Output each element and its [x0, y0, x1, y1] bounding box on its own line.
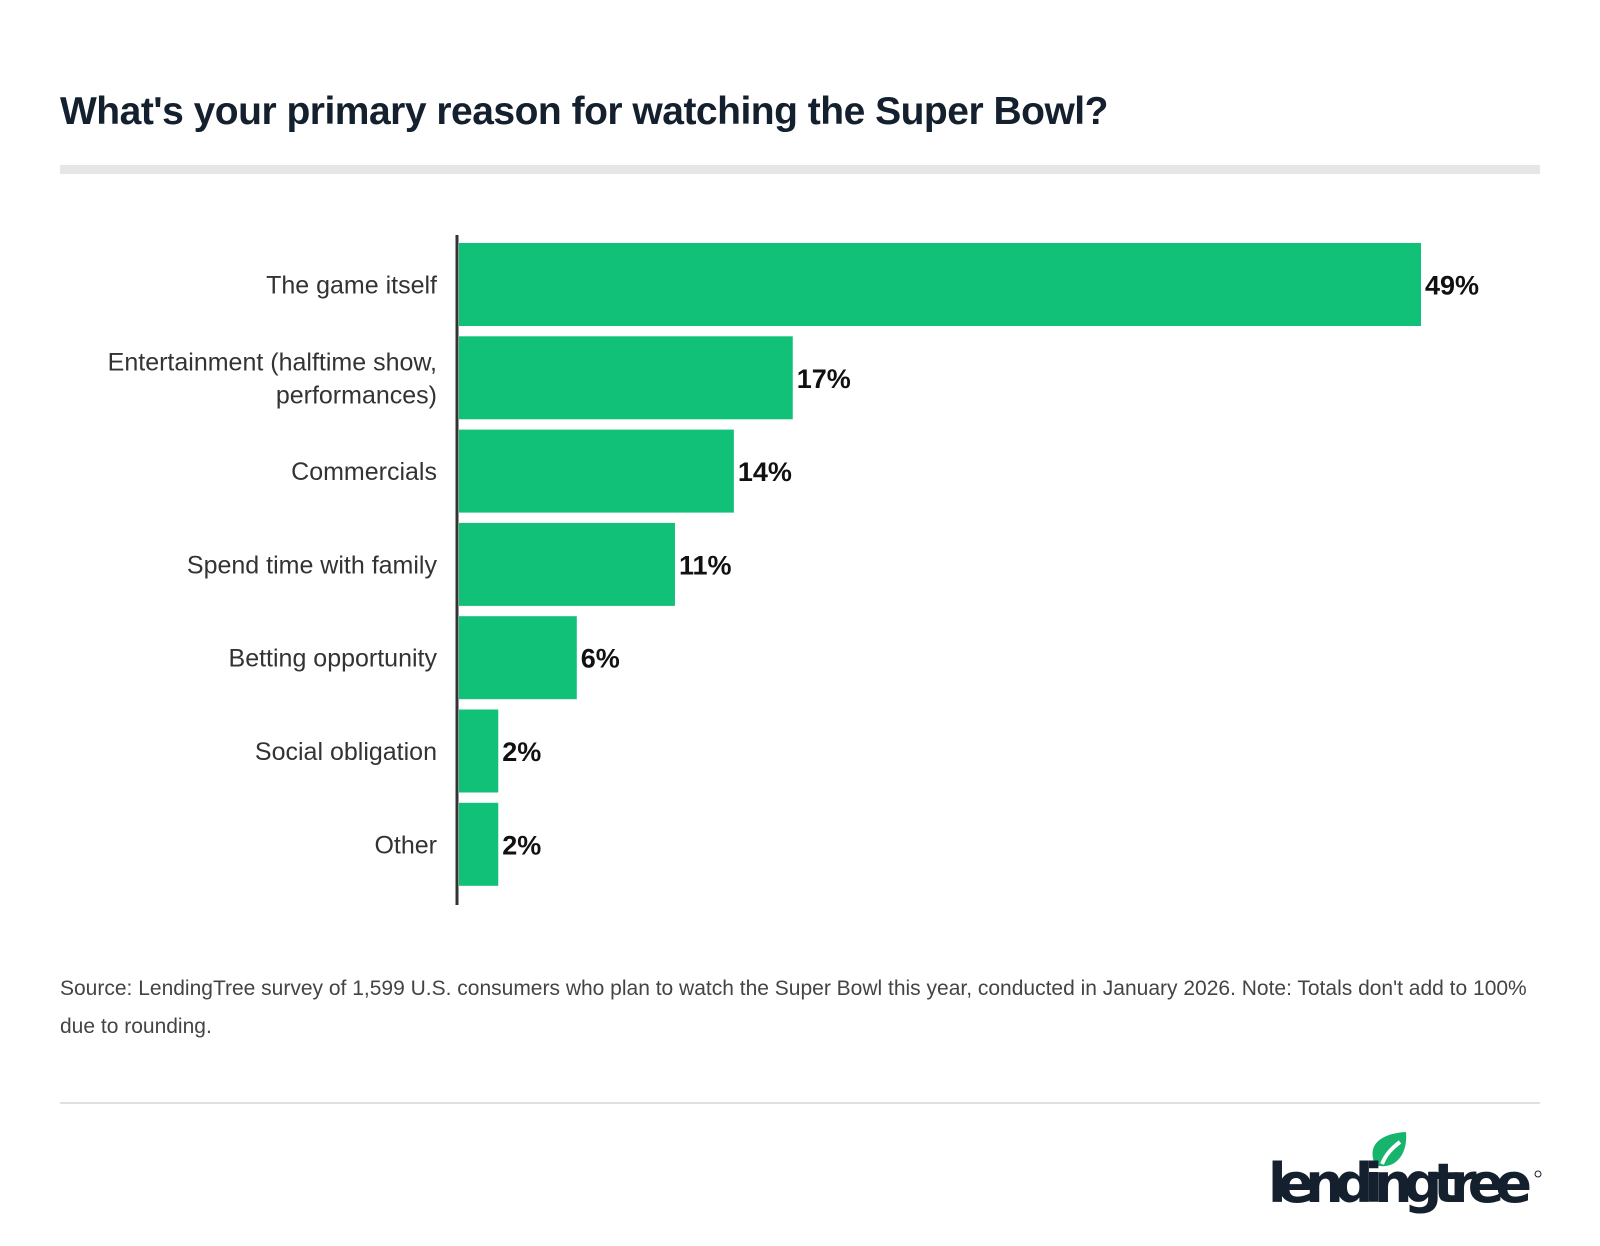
- data-label: 2%: [502, 737, 541, 767]
- chart-title: What's your primary reason for watching …: [60, 90, 1108, 133]
- bar: [459, 429, 734, 513]
- data-label: 6%: [581, 644, 620, 674]
- data-label: 11%: [679, 550, 732, 580]
- bar: [459, 802, 499, 886]
- leaf-icon: [1372, 1132, 1407, 1167]
- title-divider: [60, 165, 1540, 174]
- category-label: performances): [276, 381, 437, 409]
- category-label: Social obligation: [255, 738, 437, 766]
- lendingtree-logo: lendingtree: [1268, 1132, 1542, 1215]
- source-note: Source: LendingTree survey of 1,599 U.S.…: [60, 977, 1527, 1038]
- bar: [459, 709, 499, 793]
- logo-wordmark: lendingtree: [1268, 1152, 1530, 1215]
- category-label: Spend time with family: [187, 551, 438, 579]
- footer-divider: [60, 1102, 1540, 1104]
- bar: [459, 243, 1421, 326]
- category-label: Betting opportunity: [229, 645, 438, 673]
- bar: [459, 336, 793, 420]
- bar: [459, 616, 577, 700]
- data-label: 17%: [797, 364, 851, 394]
- category-label: Entertainment (halftime show,: [108, 348, 437, 376]
- data-label: 2%: [502, 830, 541, 860]
- category-label: Other: [374, 831, 437, 859]
- data-label: 14%: [738, 457, 792, 487]
- bar: [459, 522, 675, 606]
- category-label: Commercials: [291, 458, 437, 486]
- data-label: 49%: [1425, 271, 1479, 301]
- category-label: The game itself: [266, 272, 437, 300]
- bar-chart: 49% The game itself 17% Entertainment (half…: [108, 235, 1479, 905]
